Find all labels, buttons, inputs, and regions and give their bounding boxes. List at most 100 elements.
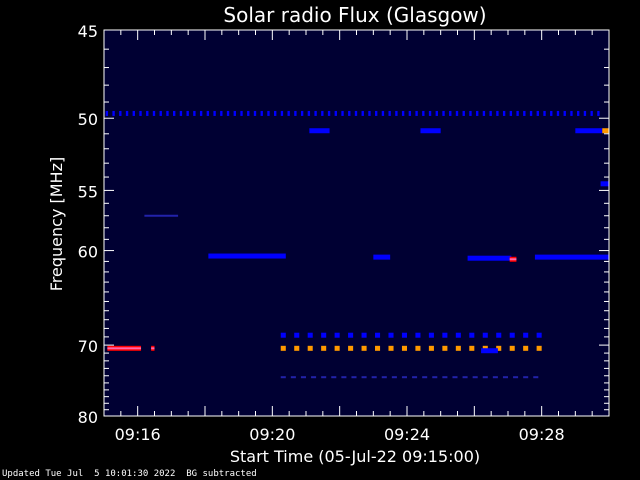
emission-dash bbox=[300, 110, 304, 116]
emission-dash bbox=[179, 110, 183, 116]
emission-dash bbox=[509, 110, 513, 116]
emission-dash bbox=[476, 110, 479, 116]
x-axis-label: Start Time (05-Jul-22 09:15:00) bbox=[230, 447, 480, 466]
emission-dash bbox=[260, 110, 263, 116]
y-tick-label: 60 bbox=[78, 243, 98, 262]
emission-dash bbox=[105, 110, 109, 116]
emission-dash bbox=[590, 110, 593, 116]
updated-timestamp: Updated Tue Jul 5 10:01:30 2022 bbox=[2, 469, 176, 479]
emission-dash bbox=[119, 110, 122, 116]
emission-dash bbox=[536, 110, 539, 116]
emission-dash bbox=[351, 376, 357, 379]
emission-band bbox=[575, 128, 603, 134]
emission-dash bbox=[159, 110, 162, 116]
x-tick-label: 09:28 bbox=[519, 425, 565, 444]
emission-dash bbox=[469, 332, 475, 338]
emission-dash bbox=[597, 110, 600, 116]
emission-dash bbox=[496, 332, 502, 338]
emission-band bbox=[144, 214, 179, 217]
y-tick-label: 70 bbox=[78, 337, 98, 356]
emission-dash bbox=[361, 376, 367, 379]
emission-dash bbox=[388, 332, 394, 338]
emission-dash bbox=[361, 332, 367, 338]
emission-dash bbox=[452, 376, 458, 379]
emission-dash bbox=[368, 110, 371, 116]
emission-dash bbox=[462, 376, 468, 379]
emission-dash bbox=[482, 332, 488, 338]
emission-dash bbox=[395, 110, 398, 116]
emission-dash bbox=[401, 332, 407, 338]
emission-dash bbox=[381, 110, 385, 116]
emission-dash bbox=[496, 345, 502, 351]
emission-dash bbox=[401, 376, 407, 379]
y-tick-label: 45 bbox=[78, 22, 98, 41]
emission-dash bbox=[502, 376, 508, 379]
y-tick-label: 50 bbox=[78, 110, 98, 129]
x-tick-label: 09:24 bbox=[384, 425, 430, 444]
y-axis-label: Frequency [MHz] bbox=[47, 157, 66, 291]
x-tick-label: 09:20 bbox=[249, 425, 295, 444]
emission-dash bbox=[327, 110, 331, 116]
emission-dash bbox=[233, 110, 236, 116]
emission-dash bbox=[543, 110, 546, 116]
emission-dash bbox=[509, 345, 515, 351]
emission-dash bbox=[331, 376, 337, 379]
emission-dash bbox=[455, 345, 461, 351]
emission-dash bbox=[280, 332, 286, 338]
emission-dash bbox=[422, 376, 428, 379]
emission-dash bbox=[132, 110, 135, 116]
emission-dash bbox=[348, 332, 354, 338]
emission-band bbox=[467, 255, 512, 261]
emission-dash bbox=[294, 345, 300, 351]
emission-dash bbox=[556, 110, 560, 116]
emission-dash bbox=[294, 332, 300, 338]
emission-dash bbox=[375, 332, 381, 338]
emission-band-core bbox=[509, 258, 517, 261]
emission-band bbox=[534, 254, 609, 260]
emission-band bbox=[481, 348, 498, 354]
emission-dash bbox=[502, 110, 506, 116]
emission-dash bbox=[442, 376, 448, 379]
emission-dash bbox=[348, 345, 354, 351]
emission-dash bbox=[341, 110, 344, 116]
emission-band bbox=[602, 128, 609, 134]
y-tick-label: 80 bbox=[78, 408, 98, 427]
emission-dash bbox=[422, 110, 425, 116]
emission-dash bbox=[220, 110, 223, 116]
emission-dash bbox=[206, 110, 210, 116]
emission-dash bbox=[401, 345, 407, 351]
emission-dash bbox=[146, 110, 149, 116]
background-note: BG subtracted bbox=[186, 469, 257, 479]
y-axis: 45 50 55 60 70 80 bbox=[78, 22, 609, 427]
emission-dash bbox=[267, 110, 270, 116]
emission-dash bbox=[166, 110, 169, 116]
emission-dash bbox=[294, 110, 297, 116]
emission-dash bbox=[300, 376, 306, 379]
emission-dash bbox=[449, 110, 452, 116]
emission-dash bbox=[290, 376, 296, 379]
emission-dash bbox=[516, 110, 519, 116]
plot-area bbox=[104, 30, 609, 416]
emission-dash bbox=[361, 345, 367, 351]
emission-dash bbox=[348, 110, 351, 116]
emission-band bbox=[208, 253, 286, 259]
emission-dash bbox=[381, 376, 387, 379]
emission-dash bbox=[321, 332, 327, 338]
emission-dash bbox=[482, 376, 488, 379]
emission-dash bbox=[428, 345, 434, 351]
emission-dash bbox=[523, 332, 529, 338]
emission-dash bbox=[442, 332, 448, 338]
emission-dash bbox=[523, 376, 529, 379]
emission-dash bbox=[314, 110, 317, 116]
emission-dash bbox=[307, 110, 311, 116]
emission-dash bbox=[442, 345, 448, 351]
emission-dash bbox=[550, 110, 553, 116]
emission-dash bbox=[321, 345, 327, 351]
emission-dash bbox=[523, 110, 526, 116]
emission-dash bbox=[321, 110, 324, 116]
emission-dash bbox=[583, 110, 587, 116]
emission-dash bbox=[226, 110, 230, 116]
emission-dash bbox=[125, 110, 129, 116]
emission-dash bbox=[513, 376, 519, 379]
